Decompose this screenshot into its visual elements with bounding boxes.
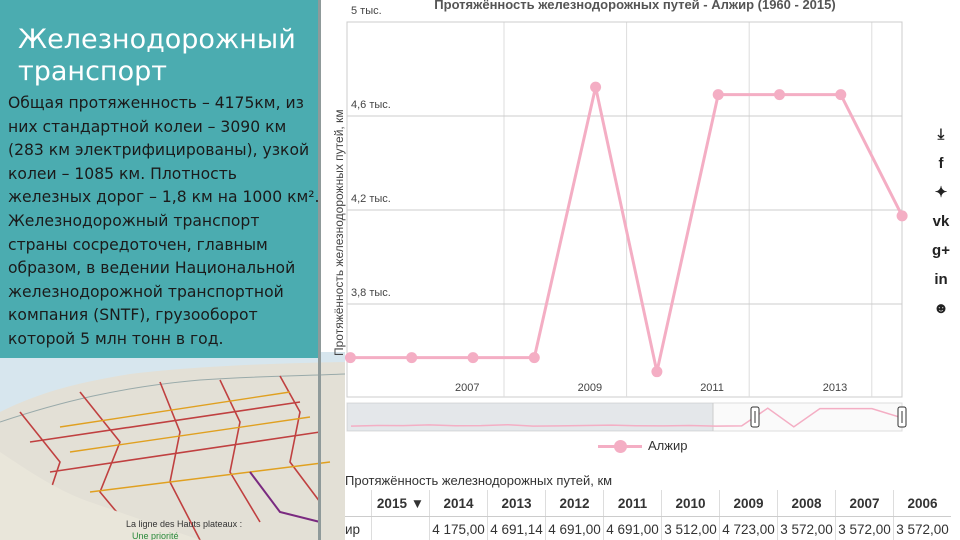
navigator-mask	[347, 403, 713, 431]
facebook-icon[interactable]: f	[938, 154, 944, 172]
series-line-algeria	[350, 86, 904, 373]
legend-label[interactable]: Алжир	[648, 438, 688, 453]
table-year-header[interactable]: 2010	[661, 490, 720, 517]
table-cell: 4 691,00	[545, 516, 604, 540]
navigator-series	[350, 407, 899, 428]
table-cell: 4 691,00	[603, 516, 662, 540]
table-title: Протяжённость железнодорожных путей, км	[345, 473, 613, 488]
chart-divider	[318, 0, 321, 540]
table-cell: 4 691,14	[487, 516, 546, 540]
data-point[interactable]	[835, 89, 847, 101]
slide-body: Общая протяженность – 4175км, из них ста…	[8, 94, 320, 348]
table-cell: 3 572,00	[835, 516, 894, 540]
railway-map: La ligne des Hauts plateaux : Une priori…	[0, 352, 345, 540]
legend-marker[interactable]	[614, 440, 627, 453]
slide-title: Железнодорожный транспорт	[18, 24, 296, 87]
table-cell: 3 512,00	[661, 516, 720, 540]
x-tick-label: 2011	[700, 382, 724, 394]
table-cell: 4 723,00	[719, 516, 778, 540]
table-cell: 3 572,00	[777, 516, 836, 540]
text-panel	[0, 0, 320, 358]
data-point[interactable]	[590, 81, 602, 93]
x-tick-label: 2007	[455, 382, 479, 394]
data-point[interactable]	[774, 89, 785, 101]
y-tick-label: 4,6 тыс.	[351, 99, 391, 111]
x-tick-label: 2009	[578, 382, 602, 394]
table-cell: 4 175,00	[429, 516, 488, 540]
table-year-header[interactable]: 2006	[893, 490, 951, 517]
table-year-header[interactable]: 2009	[719, 490, 778, 517]
table-year-header[interactable]: 2011	[603, 490, 662, 517]
data-point[interactable]	[651, 366, 663, 378]
y-tick-label: 5 тыс.	[351, 5, 382, 17]
data-point[interactable]	[467, 352, 479, 364]
reddit-icon[interactable]: ☻	[933, 299, 949, 317]
navigator[interactable]	[346, 402, 903, 432]
data-point[interactable]	[896, 210, 908, 222]
table-cell: 3 572,00	[893, 516, 951, 540]
table-year-header[interactable]: 2015 ▼	[371, 490, 430, 517]
map-caption-2: Une priorité	[132, 531, 179, 540]
x-tick-label: 2013	[823, 382, 847, 394]
table-year-header[interactable]: 2012	[545, 490, 604, 517]
data-table: 2015 ▼ 2014 2013 2012 2011 2010 2009 2008 2007 20…	[345, 490, 960, 540]
table-year-header[interactable]: 2007	[835, 490, 894, 517]
table-cell	[371, 516, 430, 540]
chart-title: Протяжённость железнодорожных путей - Ал…	[434, 0, 836, 12]
download-icon[interactable]: ⤓	[937, 125, 945, 143]
vk-icon[interactable]: vk	[932, 212, 950, 230]
y-tick-label: 3,8 тыс.	[351, 287, 391, 299]
data-point[interactable]	[344, 352, 356, 364]
table-corner	[345, 490, 372, 517]
twitter-icon[interactable]: ✦	[934, 184, 948, 201]
data-point[interactable]	[406, 352, 418, 364]
map-caption: La ligne des Hauts plateaux :	[126, 519, 243, 529]
linkedin-icon[interactable]: in	[934, 270, 948, 288]
table-year-header[interactable]: 2014	[429, 490, 488, 517]
table-year-header[interactable]: 2008	[777, 490, 836, 517]
table-row-label: ир	[345, 521, 361, 537]
y-tick-label: 4,2 тыс.	[351, 193, 391, 205]
data-point[interactable]	[528, 352, 540, 364]
data-point[interactable]	[712, 89, 724, 101]
google-plus-icon[interactable]: g+	[932, 241, 950, 259]
table-year-header[interactable]: 2013	[487, 490, 546, 517]
